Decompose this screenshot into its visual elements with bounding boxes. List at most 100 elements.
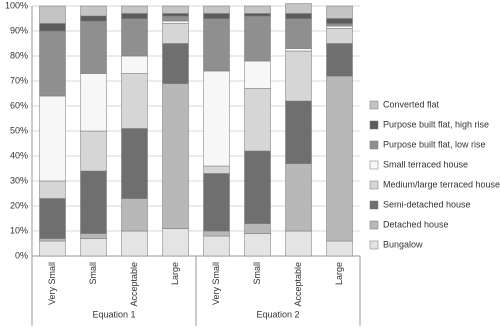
x-tick-label: Very Small [211, 262, 221, 305]
bar-segment [326, 28, 353, 44]
bar-segment [244, 60, 271, 89]
bar-segment [39, 180, 66, 199]
legend-label: Converted flat [383, 99, 440, 109]
group-label: Equation 1 [92, 309, 135, 319]
bar-segment [80, 15, 107, 22]
bar-segment [244, 150, 271, 224]
x-tick-label: Acceptable [129, 262, 139, 307]
y-tick-label: 10% [10, 225, 28, 235]
legend-label: Semi-detached house [383, 199, 471, 209]
bar-segment [203, 70, 230, 167]
bar-segment [244, 233, 271, 257]
bar-segment [326, 23, 353, 27]
bar-segment [121, 128, 148, 199]
bar-segment [39, 198, 66, 239]
bar-segment [285, 100, 312, 164]
bar-segment [244, 15, 271, 62]
legend-label: Medium/large terraced house [383, 179, 500, 189]
bar-segment [121, 5, 148, 14]
bar-segment [162, 83, 189, 229]
bar-segment [244, 223, 271, 234]
bar-segment [121, 230, 148, 257]
bar-segment [80, 238, 107, 257]
y-tick-label: 0% [15, 250, 28, 260]
bar-segment [39, 95, 66, 182]
y-tick-label: 30% [10, 175, 28, 185]
legend-label: Bungalow [383, 239, 423, 249]
bar-segment [285, 50, 312, 102]
bar-segment [121, 18, 148, 57]
bar-segment [162, 20, 189, 24]
bar-segment [121, 198, 148, 232]
legend-swatch [369, 220, 379, 230]
bar-segment [285, 13, 312, 19]
legend-swatch [369, 100, 379, 110]
bar-segment [39, 5, 66, 24]
bar-segment [203, 235, 230, 257]
y-tick-label: 100% [5, 0, 28, 10]
bar-segment [80, 233, 107, 239]
legend-swatch [369, 180, 379, 190]
bar-segment [244, 5, 271, 14]
x-tick-label: Large [170, 262, 180, 285]
bar-segment [80, 130, 107, 172]
bar-segment [162, 13, 189, 17]
bar-segment [162, 43, 189, 84]
bar-segment [121, 73, 148, 129]
legend-swatch [369, 240, 379, 250]
bar-segment [80, 73, 107, 132]
legend-label: Purpose built flat, high rise [383, 119, 489, 129]
bar-segment [39, 240, 66, 257]
bar-segment [80, 170, 107, 234]
legend-swatch [369, 200, 379, 210]
bar-segment [326, 75, 353, 242]
bar-segment [121, 55, 148, 74]
bar-segment [39, 23, 66, 32]
bar-segment [203, 230, 230, 237]
y-tick-label: 80% [10, 50, 28, 60]
y-tick-label: 90% [10, 25, 28, 35]
legend-label: Detached house [383, 219, 449, 229]
bar-segment [326, 25, 353, 29]
bar-segment [285, 18, 312, 49]
bar-segment [203, 5, 230, 14]
bar-segment [285, 3, 312, 14]
bar-segment [326, 43, 353, 77]
bar-segment [39, 238, 66, 242]
bar-segment [121, 13, 148, 19]
bar-segment [326, 240, 353, 257]
bar-segment [80, 20, 107, 74]
bar-segment [203, 173, 230, 232]
bar-segment [203, 18, 230, 72]
bar-segment [285, 230, 312, 257]
bar-segment [162, 228, 189, 257]
legend-label: Purpose built flat, low rise [383, 139, 486, 149]
y-tick-label: 20% [10, 200, 28, 210]
y-tick-label: 40% [10, 150, 28, 160]
x-tick-label: Small [252, 262, 262, 285]
bar-segment [285, 163, 312, 232]
bar-segment [203, 13, 230, 19]
legend-label: Small terraced house [383, 159, 468, 169]
bar-segment [326, 5, 353, 19]
bar-segment [285, 48, 312, 52]
bar-segment [162, 15, 189, 22]
legend-swatch [369, 140, 379, 150]
group-label: Equation 2 [256, 309, 299, 319]
y-tick-label: 70% [10, 75, 28, 85]
bar-segment [244, 13, 271, 17]
x-tick-label: Large [334, 262, 344, 285]
legend-swatch [369, 120, 379, 130]
y-tick-label: 60% [10, 100, 28, 110]
bar-segment [244, 88, 271, 152]
x-tick-label: Very Small [47, 262, 57, 305]
x-tick-label: Acceptable [293, 262, 303, 307]
bar-segment [162, 5, 189, 14]
bar-segment [39, 30, 66, 97]
legend-swatch [369, 160, 379, 170]
x-tick-label: Small [88, 262, 98, 285]
y-tick-label: 50% [10, 125, 28, 135]
bar-segment [203, 165, 230, 174]
bar-segment [326, 18, 353, 24]
